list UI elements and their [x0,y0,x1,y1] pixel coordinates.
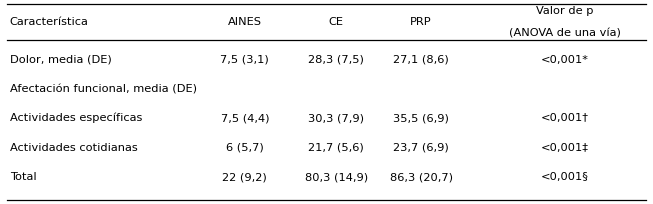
Text: <0,001‡: <0,001‡ [541,143,589,153]
Text: Actividades específicas: Actividades específicas [10,113,142,123]
Text: 80,3 (14,9): 80,3 (14,9) [305,172,368,182]
Text: 22 (9,2): 22 (9,2) [223,172,267,182]
Text: 28,3 (7,5): 28,3 (7,5) [308,55,364,65]
Text: 21,7 (5,6): 21,7 (5,6) [308,143,364,153]
Text: Característica: Característica [10,17,89,27]
Text: 7,5 (3,1): 7,5 (3,1) [221,55,269,65]
Text: CE: CE [329,17,343,27]
Text: Actividades cotidianas: Actividades cotidianas [10,143,138,153]
Text: 7,5 (4,4): 7,5 (4,4) [221,113,269,123]
Text: Afectación funcional, media (DE): Afectación funcional, media (DE) [10,84,197,94]
Text: 35,5 (6,9): 35,5 (6,9) [393,113,449,123]
Text: <0,001†: <0,001† [541,113,589,123]
Text: <0,001§: <0,001§ [541,172,589,182]
Text: 27,1 (8,6): 27,1 (8,6) [393,55,449,65]
Text: 23,7 (6,9): 23,7 (6,9) [393,143,449,153]
Text: 86,3 (20,7): 86,3 (20,7) [390,172,453,182]
Text: Valor de p: Valor de p [536,6,594,16]
Text: <0,001*: <0,001* [541,55,589,65]
Text: 6 (5,7): 6 (5,7) [226,143,264,153]
Text: (ANOVA de una vía): (ANOVA de una vía) [509,28,621,38]
Text: AINES: AINES [228,17,262,27]
Text: PRP: PRP [410,17,432,27]
Text: 30,3 (7,9): 30,3 (7,9) [308,113,364,123]
Text: Total: Total [10,172,37,182]
Text: Dolor, media (DE): Dolor, media (DE) [10,55,112,65]
